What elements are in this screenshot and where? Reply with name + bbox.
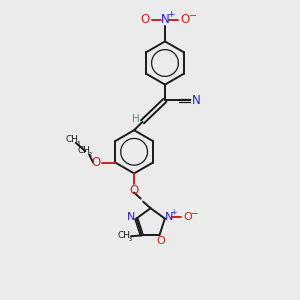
Text: H: H [132,114,140,124]
Text: O: O [156,236,165,246]
Text: N: N [165,212,173,222]
Text: CH: CH [117,231,130,240]
Text: CH: CH [65,135,78,144]
Text: ₃: ₃ [129,234,132,243]
Text: −: − [188,11,197,21]
Text: O: O [91,156,101,169]
Text: O: O [183,212,192,222]
Text: N: N [192,94,201,107]
Text: ₂: ₂ [89,149,92,158]
Text: O: O [181,13,190,26]
Text: O: O [129,184,138,197]
Text: N: N [160,13,169,26]
Text: −: − [190,208,198,217]
Text: ₃: ₃ [76,138,80,147]
Text: +: + [171,208,177,217]
Text: O: O [140,13,149,26]
Text: N: N [127,212,135,222]
Text: +: + [167,11,174,20]
Text: CH: CH [78,146,91,155]
